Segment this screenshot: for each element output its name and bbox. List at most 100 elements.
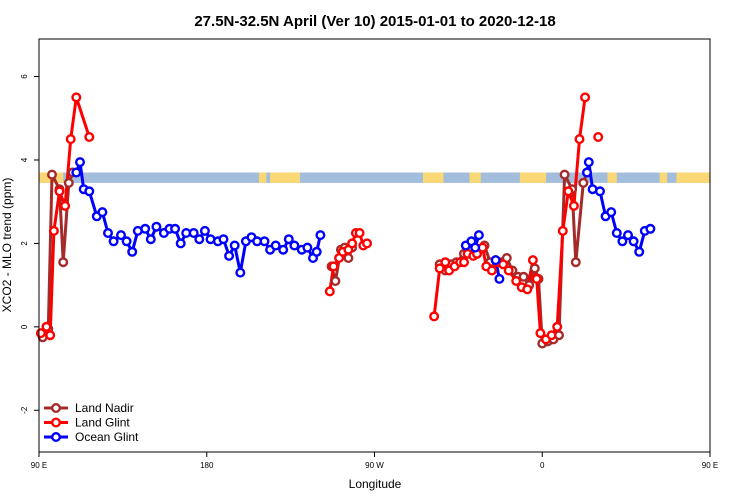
land-glint-point (362, 238, 373, 249)
y-tick-label: 6 (20, 74, 29, 79)
y-axis: -2 0 2 4 6 (20, 74, 39, 414)
ocean-glint-point (606, 207, 617, 218)
land-band-segment (659, 172, 668, 183)
ocean-glint-point (595, 186, 606, 197)
ocean-glint-point (617, 236, 628, 247)
land-glint-point (522, 284, 533, 295)
land-glint-point (486, 265, 497, 276)
ocean-glint-point (188, 227, 199, 238)
land-glint-point (54, 186, 65, 197)
land-nadir-point (559, 169, 570, 180)
land-band-segment (270, 172, 300, 183)
y-tick-label: 4 (20, 157, 29, 162)
land-glint-point (48, 225, 59, 236)
ocean-glint-point (278, 244, 289, 255)
land-glint-point (459, 257, 470, 268)
ocean-glint-point (270, 240, 281, 251)
ocean-glint-point (311, 246, 322, 257)
ocean-glint-point (470, 242, 481, 253)
x-axis-title: Longitude (349, 477, 402, 491)
land-band-segment (607, 172, 617, 183)
land-nadir-point (58, 257, 69, 268)
land-glint-point (354, 227, 365, 238)
ocean-glint-point (315, 230, 326, 241)
x-tick-label: 180 (200, 461, 214, 470)
ocean-glint-point (151, 221, 162, 232)
ocean-glint-point (490, 255, 501, 266)
land-nadir-point (330, 276, 341, 287)
land-glint-point (535, 328, 546, 339)
land-glint-point (328, 261, 339, 272)
land-glint-point (527, 255, 538, 266)
land-glint-point (546, 330, 557, 341)
x-axis: 90 E 180 90 W 0 90 E (31, 452, 718, 470)
ocean-glint-point (229, 240, 240, 251)
ocean-glint-point (74, 157, 85, 168)
ocean-glint-point (494, 273, 505, 284)
land-glint-point (434, 263, 445, 274)
land-glint-point (563, 186, 574, 197)
y-axis-title: XCO2 - MLO trend (ppm) (0, 178, 14, 313)
land-glint-point (65, 134, 76, 145)
ocean-glint-point (102, 227, 113, 238)
ocean-glint-point (199, 225, 210, 236)
land-glint-point (580, 92, 591, 103)
plot-frame (38, 38, 711, 453)
land-glint-point (568, 200, 579, 211)
ocean-glint-point (140, 223, 151, 234)
ocean-glint-point (194, 234, 205, 245)
ocean-glint-point (108, 236, 119, 247)
ocean-glint-point (259, 236, 270, 247)
x-tick-label: 90 W (365, 461, 384, 470)
ocean-band (39, 172, 710, 183)
ocean-glint-point (97, 207, 108, 218)
land-nadir-point (529, 263, 540, 274)
x-tick-label: 0 (540, 461, 545, 470)
land-glint-point (574, 134, 585, 145)
land-glint-point (71, 92, 82, 103)
land-glint-point (84, 131, 95, 142)
ocean-glint-point (302, 242, 313, 253)
chart-title: 27.5N-32.5N April (Ver 10) 2015-01-01 to… (194, 13, 555, 30)
ocean-glint-point (645, 223, 656, 234)
land-band-segment (676, 172, 710, 183)
ocean-glint-point (634, 246, 645, 257)
y-tick-label: 0 (20, 324, 29, 329)
legend-land-nadir-label: Land Nadir (75, 401, 134, 415)
land-glint-point (511, 276, 522, 287)
land-glint-point (45, 330, 56, 341)
land-glint-point (552, 321, 563, 332)
ocean-glint-point (623, 230, 634, 241)
ocean-glint-point (175, 238, 186, 249)
ocean-glint-point (224, 250, 235, 261)
land-nadir-point (570, 257, 581, 268)
land-glint-point (503, 265, 514, 276)
ocean-glint-point (145, 234, 156, 245)
land-glint-point (440, 257, 451, 268)
ocean-glint-point (611, 227, 622, 238)
surface-band (39, 172, 710, 183)
x-tick-label: 90 E (702, 461, 718, 470)
land-nadir-point (47, 169, 58, 180)
land-nadir-point (518, 271, 529, 282)
land-glint-point (557, 225, 568, 236)
land-glint-point (498, 259, 509, 270)
land-glint-point (347, 238, 358, 249)
legend-ocean-glint-marker (51, 432, 62, 443)
land-band-segment (422, 172, 444, 183)
land-glint-point (531, 273, 542, 284)
land-band-segment (469, 172, 481, 183)
ocean-glint-point (473, 230, 484, 241)
legend-land-glint-label: Land Glint (75, 416, 130, 430)
land-glint-point (429, 311, 440, 322)
ocean-glint-point (218, 234, 229, 245)
ocean-glint-point (170, 223, 181, 234)
legend-ocean-glint-label: Ocean Glint (75, 430, 139, 444)
ocean-glint-point (127, 246, 138, 257)
ocean-glint-point (583, 157, 594, 168)
y-tick-label: 2 (20, 241, 29, 246)
land-glint-point (593, 131, 604, 142)
series-points (35, 92, 656, 349)
land-band-segment (258, 172, 267, 183)
